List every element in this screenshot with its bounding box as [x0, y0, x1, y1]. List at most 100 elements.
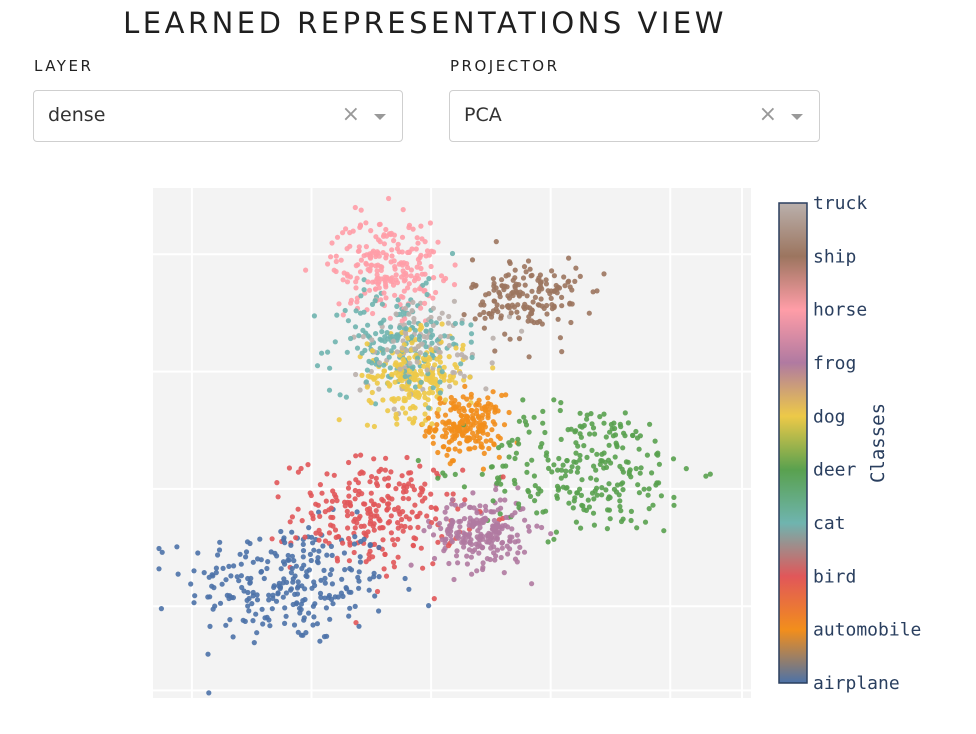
point-airplane: [288, 586, 294, 592]
point-dog: [380, 397, 386, 403]
point-deer: [569, 464, 575, 470]
point-horse: [428, 263, 434, 270]
point-deer: [638, 465, 644, 471]
point-horse: [399, 234, 406, 240]
point-frog: [525, 524, 532, 530]
point-cat: [387, 365, 393, 371]
point-cat: [342, 307, 348, 314]
point-dog: [467, 374, 473, 380]
point-deer: [578, 492, 585, 498]
point-cat: [354, 345, 361, 351]
caret-down-icon[interactable]: [791, 114, 803, 120]
point-deer: [625, 459, 631, 465]
point-bird: [398, 523, 404, 529]
point-bird: [410, 542, 416, 548]
point-bird: [353, 620, 359, 626]
point-cat: [364, 367, 370, 373]
point-deer: [620, 445, 626, 451]
close-icon[interactable]: ×: [758, 102, 777, 127]
point-horse: [392, 264, 398, 270]
point-frog: [499, 540, 505, 546]
point-airplane: [289, 553, 295, 559]
point-frog: [449, 539, 455, 545]
point-deer: [611, 420, 617, 426]
point-automobile: [462, 383, 468, 389]
point-bird: [368, 518, 374, 524]
point-airplane: [317, 638, 323, 644]
point-deer: [574, 469, 581, 475]
point-airplane: [217, 600, 224, 606]
point-deer: [603, 434, 609, 440]
point-dog: [409, 340, 415, 346]
point-bird: [358, 523, 364, 529]
point-bird: [419, 498, 425, 504]
point-deer: [616, 492, 622, 498]
point-cat: [452, 320, 458, 327]
point-automobile: [465, 419, 471, 425]
point-truck: [410, 299, 416, 305]
point-cat: [437, 379, 443, 385]
point-deer: [516, 501, 522, 507]
point-airplane: [226, 563, 232, 569]
point-horse: [353, 279, 359, 285]
point-truck: [433, 345, 439, 351]
point-automobile: [430, 440, 436, 446]
point-dog: [402, 410, 409, 416]
point-ship: [492, 348, 498, 354]
point-bird: [352, 487, 358, 494]
point-horse: [347, 230, 353, 236]
layer-dropdown[interactable]: dense ×: [33, 90, 403, 142]
point-ship: [537, 318, 543, 324]
point-bird: [323, 498, 329, 504]
point-ship: [586, 310, 592, 316]
point-airplane: [258, 569, 264, 575]
point-automobile: [479, 422, 485, 428]
close-icon[interactable]: ×: [341, 102, 360, 127]
point-deer: [652, 438, 658, 444]
point-airplane: [191, 568, 197, 574]
point-dog: [423, 376, 429, 382]
point-deer: [516, 418, 523, 424]
point-bird: [330, 488, 336, 494]
point-truck: [402, 305, 409, 311]
point-airplane: [216, 547, 223, 553]
point-airplane: [330, 601, 336, 607]
point-ship: [543, 281, 550, 287]
point-airplane: [158, 606, 164, 612]
point-automobile: [463, 427, 469, 433]
point-dog: [421, 390, 428, 396]
point-automobile: [437, 400, 443, 406]
point-cat: [469, 354, 475, 361]
point-deer: [635, 482, 641, 488]
point-bird: [429, 520, 435, 526]
caret-down-icon[interactable]: [374, 114, 386, 120]
point-bird: [428, 491, 434, 497]
point-airplane: [406, 586, 412, 592]
point-airplane: [226, 595, 232, 602]
point-dog: [392, 379, 398, 385]
point-deer: [628, 508, 635, 514]
projector-dropdown[interactable]: PCA ×: [449, 90, 820, 142]
colorbar-tick-ship: ship: [813, 246, 856, 267]
point-frog: [502, 497, 508, 503]
point-deer: [535, 491, 541, 497]
point-bird: [379, 496, 385, 502]
point-airplane: [264, 565, 270, 572]
point-airplane: [308, 557, 314, 564]
point-dog: [413, 371, 419, 377]
point-deer: [566, 500, 572, 506]
point-airplane: [356, 623, 362, 629]
point-cat: [423, 280, 429, 286]
point-truck: [451, 298, 457, 304]
point-automobile: [431, 427, 437, 433]
point-deer: [588, 411, 594, 417]
point-deer: [579, 477, 585, 483]
point-frog: [534, 523, 540, 529]
point-horse: [368, 228, 374, 234]
point-cat: [327, 365, 333, 371]
point-bird: [415, 524, 421, 530]
point-automobile: [448, 400, 454, 406]
point-airplane: [250, 593, 256, 599]
point-cat: [326, 387, 333, 393]
point-ship: [507, 336, 513, 342]
